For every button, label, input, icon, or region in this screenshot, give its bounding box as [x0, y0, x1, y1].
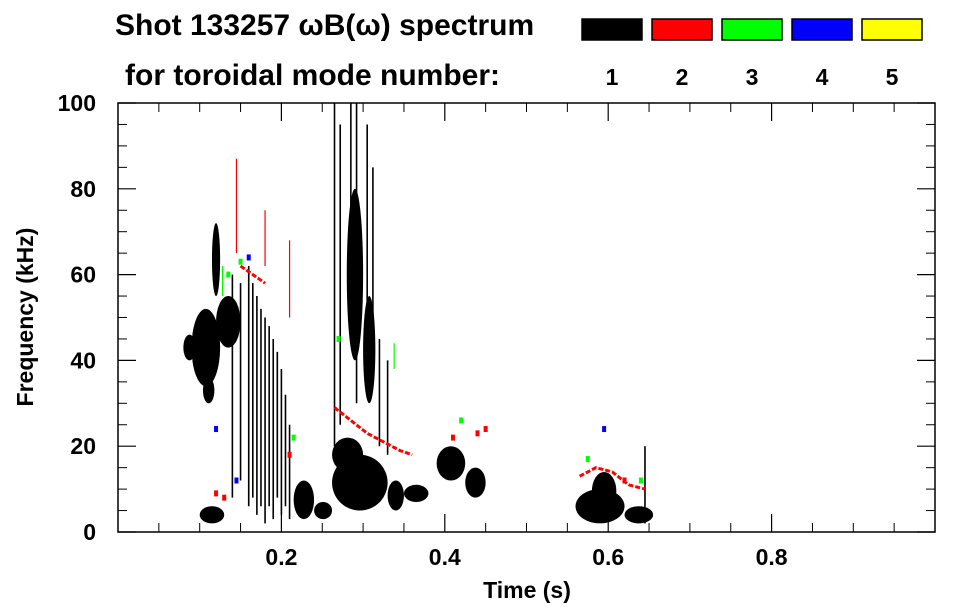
spectral-dot-9: [336, 335, 341, 342]
legend-label-mode-5: 5: [886, 64, 899, 90]
spectral-blob-0: [191, 308, 221, 387]
spectral-blob-6: [293, 480, 315, 520]
spectral-blob-3: [216, 296, 241, 348]
spectral-blob-18: [624, 506, 654, 524]
spectral-dot-12: [638, 477, 643, 484]
spectral-dot-8: [238, 258, 243, 265]
y-tick-label: 20: [70, 433, 96, 459]
x-tick-label: 0.8: [756, 544, 788, 570]
spectral-blob-11: [403, 484, 429, 502]
legend: 1 2 3 4 5: [581, 18, 923, 90]
spectral-blob-17: [591, 471, 617, 511]
spectral-blob-9: [332, 437, 364, 472]
spectral-blob-15: [465, 467, 486, 498]
legend-swatch-mode-1: [581, 18, 643, 41]
x-tick-label: 0.4: [429, 544, 461, 570]
spectral-dot-13: [291, 434, 296, 441]
spectral-dot-4: [222, 494, 227, 501]
spectral-blob-2: [202, 377, 215, 404]
mode-trace-2: [578, 466, 646, 491]
spectral-blob-5: [199, 506, 225, 524]
x-axis-label: Time (s): [483, 577, 571, 603]
y-tick-label: 80: [70, 176, 96, 202]
spectral-dot-11: [585, 456, 590, 463]
spectral-dot-10: [459, 417, 464, 424]
spectral-dot-1: [483, 426, 488, 433]
spectral-blob-1: [183, 334, 196, 361]
y-tick-label: 0: [83, 519, 96, 545]
legend-label-mode-3: 3: [746, 64, 759, 90]
spectral-blob-14: [436, 446, 466, 481]
legend-swatch-mode-3: [721, 18, 783, 41]
spectral-dot-3: [214, 490, 219, 497]
spectral-dot-15: [214, 426, 219, 433]
y-axis-label: Frequency (kHz): [12, 228, 38, 407]
chart-title-line1: Shot 133257 ωB(ω) spectrum: [115, 9, 534, 42]
spectral-dot-6: [287, 451, 292, 458]
spectral-dot-14: [246, 254, 251, 261]
y-tick-label: 100: [58, 90, 96, 116]
y-tick-label: 40: [70, 347, 96, 373]
legend-label-mode-1: 1: [606, 64, 619, 90]
spectral-dot-16: [602, 426, 607, 433]
spectral-dot-0: [475, 430, 480, 437]
spectral-blob-12: [346, 188, 364, 361]
legend-label-mode-4: 4: [816, 64, 829, 90]
x-tick-label: 0.2: [265, 544, 297, 570]
spectral-dot-7: [226, 271, 231, 278]
legend-swatch-mode-5: [861, 18, 923, 41]
axes: 0.2 0.4 0.6 0.8 0 20 40 60 80 100: [58, 90, 936, 570]
x-tick-label: 0.6: [592, 544, 624, 570]
legend-label-mode-2: 2: [676, 64, 689, 90]
plot-data: [183, 103, 654, 524]
mode-trace-1: [239, 264, 266, 285]
chart-title-line2: for toroidal mode number:: [125, 59, 500, 92]
spectral-dot-5: [622, 477, 627, 484]
mode-trace-0: [333, 406, 413, 457]
spectral-blob-7: [314, 501, 333, 520]
y-tick-label: 60: [70, 262, 96, 288]
legend-swatch-mode-2: [651, 18, 713, 41]
spectral-blob-4: [211, 223, 221, 297]
spectral-dot-2: [450, 434, 455, 441]
spectral-dot-17: [234, 477, 239, 484]
spectral-blob-10: [387, 480, 404, 511]
legend-swatch-mode-4: [791, 18, 853, 41]
